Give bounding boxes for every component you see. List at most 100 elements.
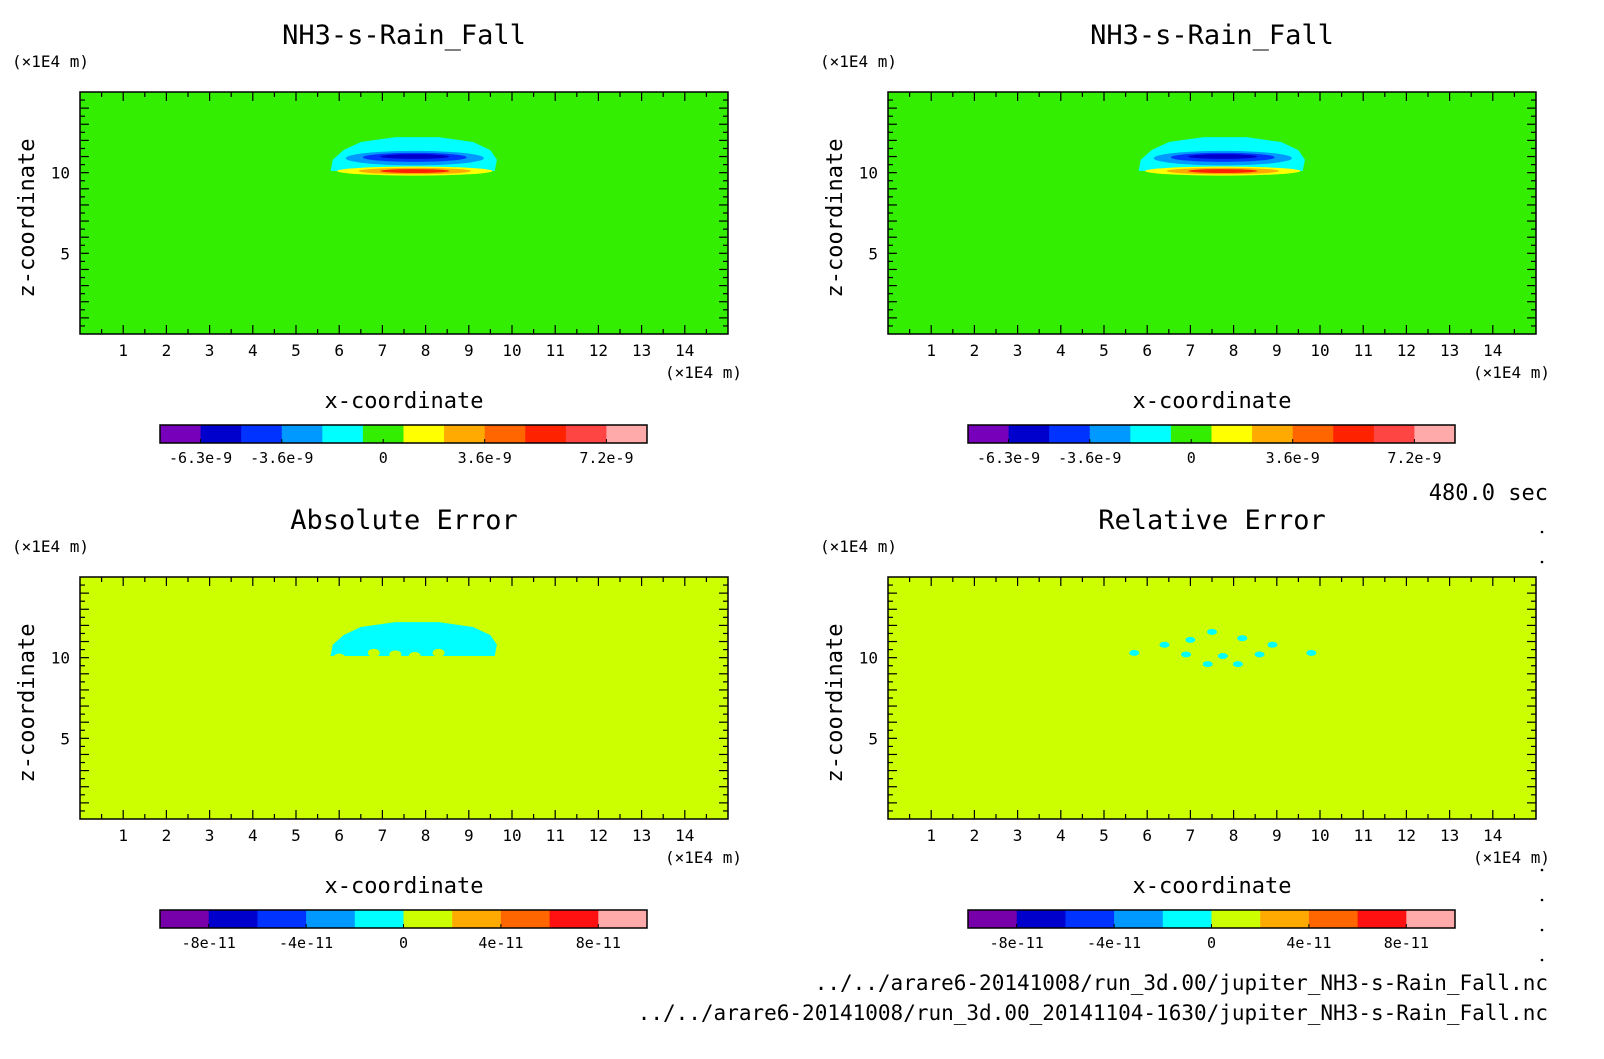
x-tick-label: 5: [291, 826, 301, 845]
colorbar-swatch: [1414, 425, 1456, 443]
x-tick-label: 9: [1272, 826, 1282, 845]
x-tick-label: 7: [1186, 826, 1196, 845]
chart-title: NH3-s-Rain_Fall: [282, 20, 526, 51]
x-tick-label: 10: [1310, 341, 1329, 360]
x-tick-label: 12: [1397, 341, 1416, 360]
x-tick-label: 11: [546, 341, 565, 360]
chart-panel-1: 1 2 3 4 5 6 7 8 9 10 11 12 13 14510NH3-s-Rain_Fall(×1…: [12, 20, 742, 467]
colorbar-tick-label: -8e-11: [990, 934, 1044, 952]
contour-spot: [1306, 649, 1317, 656]
x-tick-label: 6: [1142, 826, 1152, 845]
y-tick-label: 5: [868, 244, 878, 263]
y-tick-label: 10: [859, 164, 878, 183]
edge-dot: [1540, 898, 1544, 902]
colorbar-frame: [967, 424, 1456, 444]
colorbar-frame: [159, 424, 648, 444]
x-tick-label: 2: [970, 826, 980, 845]
plot-background: [888, 92, 1536, 334]
y-tick-label: 5: [60, 729, 70, 748]
x-tick-label: 10: [1310, 826, 1329, 845]
x-tick-label: 11: [546, 826, 565, 845]
y-tick-label: 10: [859, 649, 878, 668]
colorbar-swatch: [306, 910, 356, 928]
colorbar-swatch: [160, 910, 210, 928]
x-unit-label: (×1E4 m): [665, 363, 742, 382]
contour-spot: [367, 648, 380, 657]
x-tick-label: 3: [205, 341, 215, 360]
x-tick-label: 1: [118, 826, 128, 845]
contour-spot: [408, 652, 421, 661]
edge-dot: [1540, 530, 1544, 534]
colorbar-tick-label: 3.6e-9: [1266, 449, 1320, 467]
x-axis-label: x-coordinate: [1133, 389, 1292, 414]
y-axis-label: z-coordinate: [15, 624, 40, 783]
x-tick-label: 12: [589, 826, 608, 845]
colorbar-swatch: [1130, 425, 1172, 443]
colorbar-swatch: [1065, 910, 1115, 928]
colorbar-tick-label: 7.2e-9: [1387, 449, 1441, 467]
contour-band: [1188, 154, 1258, 159]
x-tick-label: 8: [1229, 826, 1239, 845]
y-axis-label: z-coordinate: [823, 624, 848, 783]
x-tick-label: 6: [334, 341, 344, 360]
contour-spot: [454, 656, 467, 665]
x-tick-label: 8: [421, 341, 431, 360]
x-axis-label: x-coordinate: [325, 874, 484, 899]
x-tick-label: 4: [1056, 341, 1066, 360]
colorbar-swatch: [1373, 425, 1415, 443]
colorbar-swatch: [1008, 425, 1050, 443]
chart-panel-2: 1 2 3 4 5 6 7 8 9 10 11 12 13 14510NH3-s-Rain_Fall(×1…: [820, 20, 1550, 467]
colorbar-tick-label: -6.3e-9: [169, 449, 232, 467]
y-unit-label: (×1E4 m): [12, 537, 89, 556]
y-unit-label: (×1E4 m): [820, 52, 897, 71]
colorbar-swatch: [500, 910, 551, 928]
y-tick-label: 5: [60, 244, 70, 263]
colorbar-swatch: [241, 425, 283, 443]
x-tick-label: 2: [162, 341, 172, 360]
x-tick-label: 6: [334, 826, 344, 845]
x-tick-label: 9: [464, 826, 474, 845]
colorbar-tick-label: 0: [1207, 934, 1216, 952]
y-axis-label: z-coordinate: [15, 139, 40, 298]
x-tick-label: 9: [1272, 341, 1282, 360]
colorbar-swatch: [1292, 425, 1334, 443]
colorbar-swatch: [452, 910, 502, 928]
colorbar-swatch: [1211, 425, 1253, 443]
colorbar-tick-label: -6.3e-9: [977, 449, 1040, 467]
x-tick-label: 3: [1013, 826, 1023, 845]
colorbar-swatch: [565, 425, 607, 443]
colorbar-tick-label: 8e-11: [1384, 934, 1429, 952]
colorbar-swatch: [606, 425, 648, 443]
colorbar-tick-label: 3.6e-9: [458, 449, 512, 467]
colorbar-tick-label: 4e-11: [1286, 934, 1331, 952]
colorbar-swatch: [200, 425, 242, 443]
contour-spot: [432, 648, 445, 657]
y-unit-label: (×1E4 m): [12, 52, 89, 71]
colorbar-swatch: [484, 425, 526, 443]
contour-spot: [1129, 649, 1140, 656]
colorbar-swatch: [525, 425, 567, 443]
x-axis-label: x-coordinate: [325, 389, 484, 414]
x-tick-label: 8: [421, 826, 431, 845]
contour-spot: [1207, 628, 1217, 635]
colorbar-tick-label: 8e-11: [576, 934, 621, 952]
colorbar-tick-label: -4e-11: [279, 934, 333, 952]
colorbar-tick-label: 4e-11: [478, 934, 523, 952]
contour-spot: [1202, 661, 1213, 668]
colorbar-swatch: [354, 910, 404, 928]
colorbar-swatch: [444, 425, 486, 443]
colorbar-swatch: [1114, 910, 1164, 928]
plot-background: [80, 92, 728, 334]
colorbar-tick-label: 0: [399, 934, 408, 952]
contour-band: [380, 169, 450, 173]
x-tick-label: 3: [1013, 341, 1023, 360]
y-axis-label: z-coordinate: [823, 139, 848, 298]
x-tick-label: 13: [632, 341, 651, 360]
x-tick-label: 4: [1056, 826, 1066, 845]
contour-spot: [1267, 641, 1278, 648]
colorbar-swatch: [322, 425, 364, 443]
colorbar-swatch: [160, 425, 202, 443]
contour-spot: [1181, 651, 1192, 658]
colorbar-swatch: [1162, 910, 1212, 928]
